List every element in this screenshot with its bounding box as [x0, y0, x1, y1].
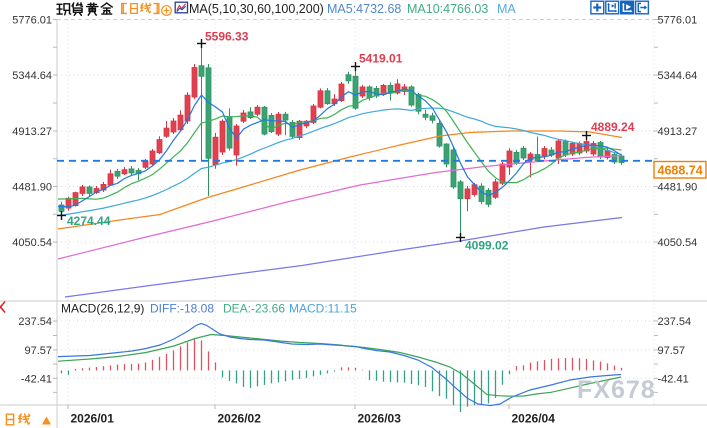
svg-text:237.54: 237.54	[18, 316, 52, 328]
svg-text:5344.64: 5344.64	[658, 70, 698, 82]
svg-text:MA5:4732.68: MA5:4732.68	[327, 2, 401, 16]
svg-text:2026/02: 2026/02	[218, 412, 262, 426]
svg-text:DIFF:-18.08: DIFF:-18.08	[150, 302, 214, 316]
svg-text:97.57: 97.57	[658, 345, 686, 357]
svg-text:4913.27: 4913.27	[12, 126, 52, 138]
svg-text:MA10:4766.03: MA10:4766.03	[407, 2, 488, 16]
svg-text:4889.24: 4889.24	[591, 120, 635, 134]
svg-text:MACD:11.15: MACD:11.15	[289, 302, 357, 316]
svg-text:237.54: 237.54	[658, 316, 692, 328]
svg-text:2026/03: 2026/03	[358, 412, 402, 426]
svg-text:4274.44: 4274.44	[67, 214, 111, 228]
svg-text:MA(5,10,30,60,100,200): MA(5,10,30,60,100,200)	[189, 2, 324, 16]
svg-text:4050.54: 4050.54	[12, 237, 52, 249]
svg-text:5596.33: 5596.33	[205, 30, 249, 44]
svg-text:2026/01: 2026/01	[71, 412, 115, 426]
svg-text:5419.01: 5419.01	[359, 52, 403, 66]
svg-text:97.57: 97.57	[24, 345, 52, 357]
svg-text:4099.02: 4099.02	[465, 239, 509, 253]
svg-text:-42.41: -42.41	[21, 373, 52, 385]
svg-text:2026/04: 2026/04	[512, 412, 556, 426]
svg-text:4913.27: 4913.27	[658, 126, 698, 138]
svg-text:5776.01: 5776.01	[658, 15, 698, 27]
svg-text:MA: MA	[497, 2, 516, 16]
svg-text:DEA:-23.66: DEA:-23.66	[223, 302, 285, 316]
svg-text:4481.90: 4481.90	[658, 182, 698, 194]
svg-text:4050.54: 4050.54	[658, 237, 698, 249]
svg-text:4688.74: 4688.74	[658, 164, 703, 178]
svg-text:-42.41: -42.41	[658, 373, 689, 385]
svg-text:5344.64: 5344.64	[12, 70, 52, 82]
svg-text:4481.90: 4481.90	[12, 182, 52, 194]
svg-text:FX678: FX678	[577, 376, 656, 404]
svg-text:5776.01: 5776.01	[12, 15, 52, 27]
svg-text:MACD(26,12,9): MACD(26,12,9)	[61, 302, 144, 316]
